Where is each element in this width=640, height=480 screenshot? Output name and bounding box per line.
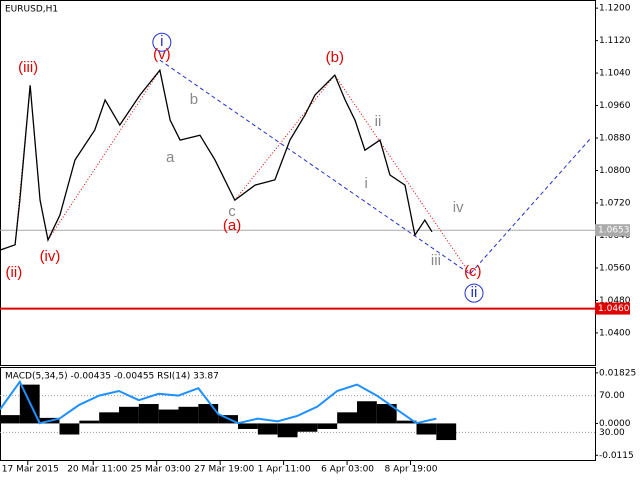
price-label: 1.0460: [598, 304, 630, 314]
wave-label: b: [190, 91, 198, 108]
y-tick-label: 1.0960: [599, 101, 631, 111]
y-tick-label: 1.1040: [599, 69, 631, 79]
wave-label: (c): [464, 263, 482, 280]
y-tick-label: 1.0480: [599, 296, 631, 306]
rsi-line: [0, 379, 437, 425]
macd-bar: [436, 423, 457, 441]
macd-bar: [79, 420, 100, 424]
wave-label: (b): [326, 49, 344, 66]
main-frame: [0, 0, 596, 366]
wave-label: (a): [223, 217, 241, 234]
price-label: 1.0653: [598, 226, 630, 236]
macd-bar: [277, 423, 298, 438]
wave-line: [47, 69, 161, 241]
macd-bar: [317, 423, 338, 429]
macd-bar: [396, 420, 417, 424]
wave-label: iii: [431, 252, 441, 269]
wave-label: ii: [471, 284, 478, 301]
macd-bar: [158, 409, 179, 424]
macd-bar: [297, 423, 318, 432]
macd-bar: [59, 423, 80, 435]
macd-bar: [138, 404, 159, 424]
y2-tick-label: 70.00: [599, 391, 625, 401]
y-tick-label: 1.0560: [599, 263, 631, 273]
wave-circle: [464, 283, 484, 303]
y-tick-label: -0.0115: [599, 451, 634, 461]
wave-label: c: [228, 203, 236, 220]
macd-bar: [416, 423, 437, 435]
chart-title: EURUSD,H1: [5, 5, 58, 15]
y-tick-label: 1.0400: [599, 328, 631, 338]
macd-bar: [99, 412, 119, 424]
macd-bar: [0, 415, 20, 424]
indicator-frame: [0, 367, 596, 461]
wave-label: ii: [375, 113, 382, 130]
wave-line: [234, 74, 471, 275]
x-tick-label: 1 Apr 11:00: [258, 465, 311, 475]
macd-bar: [257, 423, 278, 435]
macd-bar: [198, 404, 219, 424]
x-tick-label: 25 Mar 03:00: [131, 465, 191, 475]
wave-label: i: [364, 175, 367, 192]
wave-label: (iii): [18, 59, 38, 76]
y-tick-label: 1.0880: [599, 134, 631, 144]
macd-bar: [376, 404, 397, 424]
wave-circle: [152, 32, 172, 52]
indicator-title: MACD(5,34,5) -0.00435 -0.00455 RSI(14) 3…: [5, 372, 219, 382]
price-label-box: [595, 302, 630, 315]
x-tick-label: 6 Apr 03:00: [321, 465, 374, 475]
wave-label: (v): [153, 46, 171, 63]
wave-label: (ii): [6, 264, 23, 281]
x-tick-label: 27 Mar 19:00: [194, 465, 254, 475]
y-tick-label: 0.0000: [599, 419, 631, 429]
macd-bar: [357, 401, 377, 424]
wave-line: [159, 59, 591, 275]
wave-label: iv: [453, 199, 464, 216]
y-tick-label: 1.0800: [599, 166, 631, 176]
y-tick-label: 1.1120: [599, 36, 631, 46]
y2-tick-label: 30.00: [599, 428, 625, 438]
macd-bar: [119, 406, 139, 424]
wave-label: (iv): [40, 248, 61, 265]
wave-label: i: [160, 33, 163, 50]
y-tick-label: 1.1200: [599, 4, 631, 14]
macd-bar: [337, 412, 357, 424]
price-line-series: [0, 68, 433, 251]
x-tick-label: 20 Mar 11:00: [67, 465, 127, 475]
wave-label: a: [166, 149, 175, 166]
x-tick-label: 17 Mar 2015: [2, 465, 59, 475]
macd-bar: [238, 423, 258, 429]
y-tick-label: 0.01825: [599, 368, 636, 378]
price-label-box: [595, 224, 630, 237]
y-tick-label: 1.0720: [599, 199, 631, 209]
x-tick-label: 8 Apr 19:00: [385, 465, 438, 475]
macd-bar: [178, 406, 199, 424]
